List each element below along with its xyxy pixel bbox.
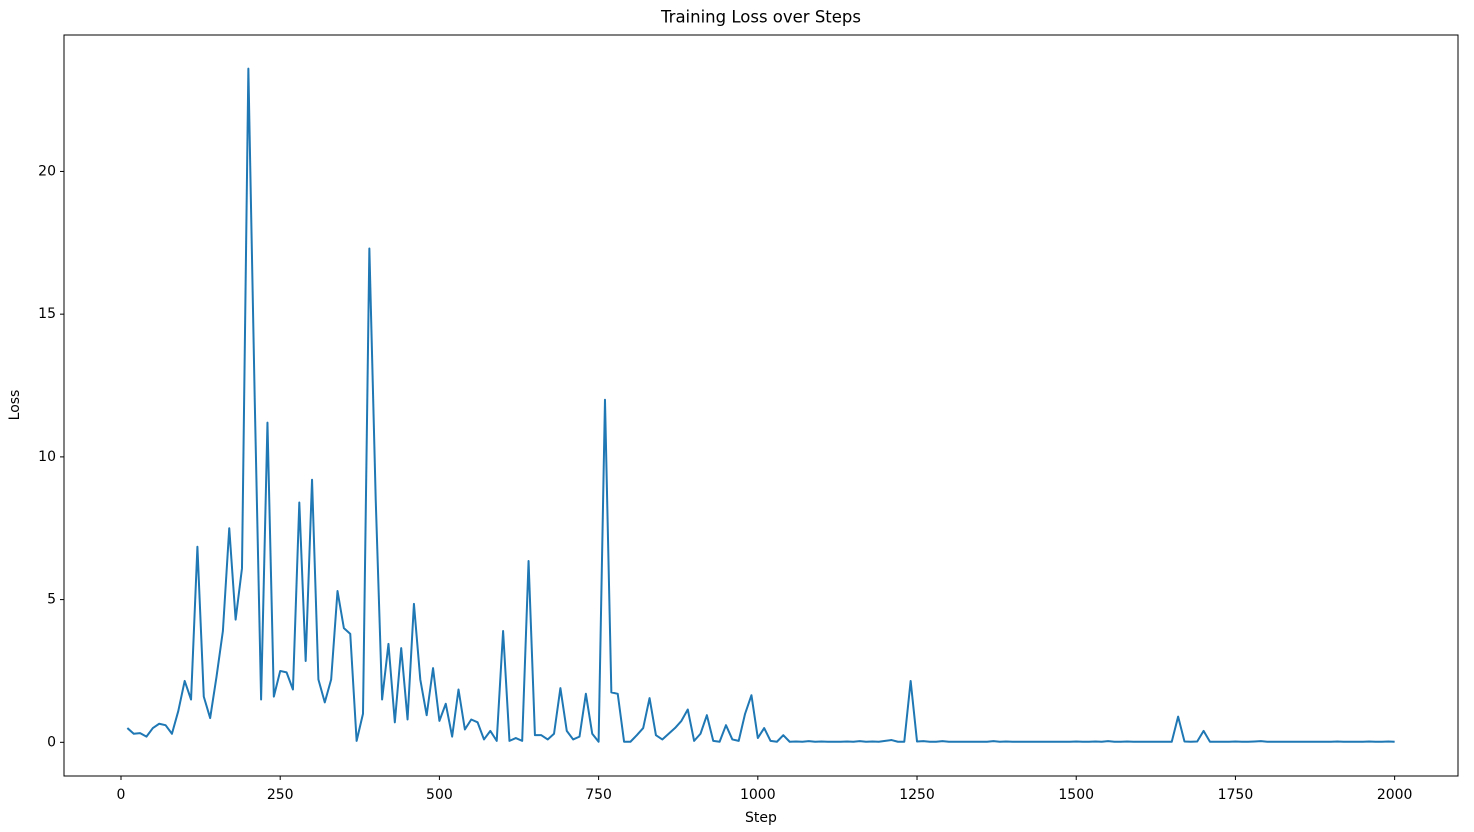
y-tick-label: 15: [38, 306, 56, 322]
x-tick-label: 1750: [1218, 787, 1254, 803]
y-tick-label: 10: [38, 449, 56, 465]
y-tick-label: 0: [47, 734, 56, 750]
x-tick-label: 500: [426, 787, 453, 803]
x-tick-label: 1250: [899, 787, 935, 803]
x-tick-label: 0: [117, 787, 126, 803]
chart-title: Training Loss over Steps: [660, 8, 861, 27]
y-axis-label: Loss: [7, 390, 23, 421]
y-tick-label: 20: [38, 163, 56, 179]
x-tick-label: 1500: [1058, 787, 1094, 803]
x-axis-label: Step: [745, 810, 777, 826]
loss-line: [126, 67, 1395, 743]
x-tick-label: 250: [267, 787, 294, 803]
x-tick-label: 2000: [1377, 787, 1413, 803]
y-tick-label: 5: [47, 592, 56, 608]
plot-frame: [63, 34, 1459, 777]
x-tick-label: 750: [585, 787, 612, 803]
x-tick-label: 1000: [740, 787, 776, 803]
